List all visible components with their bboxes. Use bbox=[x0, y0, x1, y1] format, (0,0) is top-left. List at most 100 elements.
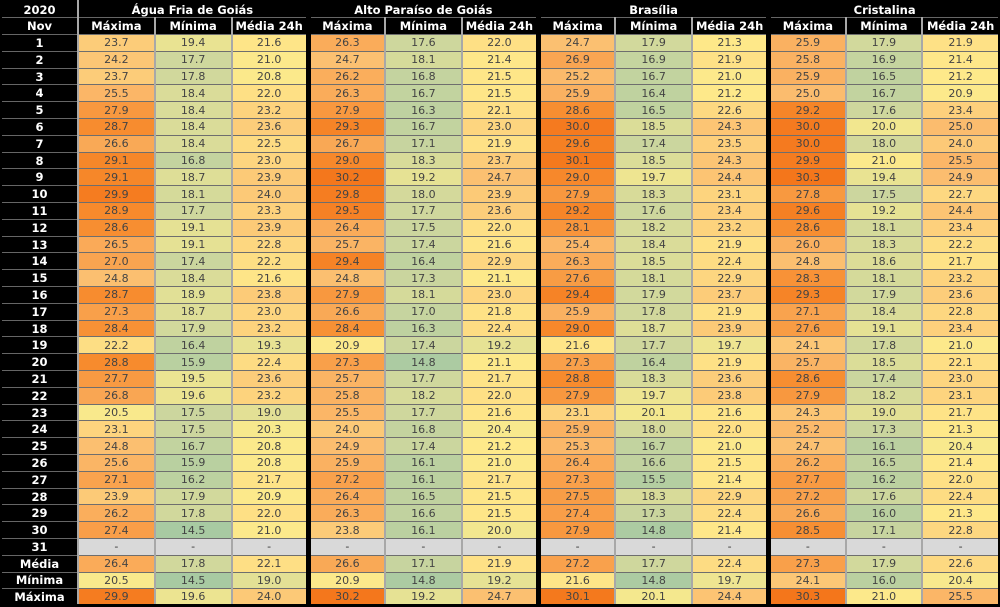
day-label: 17 bbox=[1, 302, 78, 321]
table-row: 25 24.8 16.7 20.8 24.9 17.4 21.2 25.3 16.7 21.0 24… bbox=[1, 437, 999, 455]
temp-cell: 18.0 bbox=[614, 420, 692, 438]
temp-cell: 29.1 bbox=[77, 151, 155, 169]
temp-cell: 22.0 bbox=[460, 34, 539, 52]
temp-cell: 28.6 bbox=[766, 218, 846, 237]
temp-cell: 19.2 bbox=[384, 588, 462, 606]
station-header: Cristalina bbox=[766, 0, 999, 18]
temp-cell: 17.9 bbox=[614, 286, 692, 304]
month-label: Nov bbox=[1, 17, 78, 35]
temp-cell: 17.3 bbox=[844, 420, 923, 438]
table-row: 7 26.6 18.4 22.5 26.7 17.1 21.9 29.6 17.4 23.5 30.… bbox=[1, 134, 999, 153]
temp-cell: 20.8 bbox=[230, 67, 309, 85]
temp-cell: 22.0 bbox=[460, 218, 539, 237]
day-label: 21 bbox=[1, 370, 78, 388]
day-label: 4 bbox=[1, 84, 78, 102]
temp-cell: 18.3 bbox=[614, 370, 692, 388]
temp-cell: 17.7 bbox=[614, 554, 692, 573]
temp-cell: 21.2 bbox=[921, 67, 999, 85]
temp-cell: - bbox=[230, 538, 309, 556]
temp-cell: 21.3 bbox=[921, 504, 999, 522]
temp-cell: 26.4 bbox=[77, 554, 155, 573]
temp-cell: 27.4 bbox=[536, 504, 616, 522]
table-row: 22 26.8 19.6 23.2 25.8 18.2 22.0 27.9 19.7 23.8 27… bbox=[1, 386, 999, 405]
temp-cell: 28.1 bbox=[536, 218, 616, 237]
temp-cell: 26.4 bbox=[536, 454, 616, 472]
temp-cell: 17.4 bbox=[844, 370, 923, 388]
temp-cell: 16.7 bbox=[614, 437, 692, 455]
temp-cell: 20.1 bbox=[614, 588, 692, 606]
temp-cell: 23.8 bbox=[305, 521, 385, 539]
temp-cell: 21.4 bbox=[921, 454, 999, 472]
temp-cell: 18.3 bbox=[614, 185, 692, 203]
temp-cell: 17.7 bbox=[153, 202, 232, 220]
temp-cell: 23.9 bbox=[77, 487, 155, 505]
temp-cell: 27.9 bbox=[305, 101, 385, 119]
temp-cell: 21.5 bbox=[460, 67, 539, 85]
temp-cell: 18.0 bbox=[384, 185, 462, 203]
temp-cell: 17.3 bbox=[614, 504, 692, 522]
temp-cell: 22.2 bbox=[77, 336, 155, 354]
temp-cell: 18.4 bbox=[153, 84, 232, 102]
temp-cell: 16.5 bbox=[844, 67, 923, 85]
temp-cell: 21.0 bbox=[460, 454, 539, 472]
temp-cell: 22.4 bbox=[460, 319, 539, 337]
temp-cell: 24.9 bbox=[921, 168, 999, 186]
measure-header: Máxima bbox=[766, 17, 846, 35]
temp-cell: 28.3 bbox=[766, 269, 846, 287]
temp-cell: 17.5 bbox=[153, 403, 232, 421]
temp-cell: 24.3 bbox=[766, 403, 846, 421]
temp-cell: 17.6 bbox=[614, 202, 692, 220]
temp-cell: 15.5 bbox=[614, 470, 692, 489]
temp-cell: 19.1 bbox=[844, 319, 923, 337]
temp-cell: 24.7 bbox=[536, 34, 616, 52]
temp-cell: 19.7 bbox=[614, 386, 692, 405]
temp-cell: 24.4 bbox=[691, 588, 769, 606]
temp-cell: 18.4 bbox=[153, 101, 232, 119]
temp-cell: 17.6 bbox=[844, 101, 923, 119]
temp-cell: 20.9 bbox=[305, 336, 385, 354]
table-row: Média 26.4 17.8 22.1 26.6 17.1 21.9 27.2 17.7 22.… bbox=[1, 554, 999, 573]
table-row: 20 28.8 15.9 22.4 27.3 14.8 21.1 27.3 16.4 21.9 25… bbox=[1, 353, 999, 371]
temp-cell: 25.8 bbox=[305, 386, 385, 405]
temp-cell: 27.0 bbox=[77, 252, 155, 270]
temp-cell: 25.5 bbox=[921, 588, 999, 606]
temp-cell: 25.5 bbox=[921, 151, 999, 169]
temp-cell: 17.6 bbox=[384, 34, 462, 52]
temp-cell: 17.0 bbox=[384, 302, 462, 321]
temp-cell: 27.9 bbox=[536, 386, 616, 405]
temp-cell: 16.2 bbox=[844, 470, 923, 489]
temp-cell: 22.1 bbox=[230, 554, 309, 573]
temp-cell: 17.7 bbox=[384, 403, 462, 421]
temp-cell: 16.5 bbox=[844, 454, 923, 472]
temp-cell: 22.1 bbox=[460, 101, 539, 119]
temp-cell: 21.0 bbox=[921, 336, 999, 354]
temp-cell: 17.5 bbox=[844, 185, 923, 203]
temp-cell: - bbox=[921, 538, 999, 556]
temp-cell: 26.3 bbox=[305, 504, 385, 522]
temp-cell: 17.5 bbox=[384, 218, 462, 237]
temp-cell: 27.3 bbox=[536, 470, 616, 489]
temp-cell: 16.4 bbox=[614, 84, 692, 102]
temp-cell: 26.3 bbox=[305, 84, 385, 102]
temp-cell: 23.1 bbox=[691, 185, 769, 203]
temp-cell: 24.8 bbox=[305, 269, 385, 287]
temp-cell: 30.1 bbox=[536, 588, 616, 606]
temp-cell: 21.6 bbox=[691, 403, 769, 421]
temp-cell: 23.0 bbox=[460, 286, 539, 304]
temp-cell: 25.4 bbox=[536, 235, 616, 253]
temp-cell: 17.4 bbox=[153, 252, 232, 270]
temp-cell: 29.4 bbox=[305, 252, 385, 270]
temp-cell: 16.1 bbox=[384, 521, 462, 539]
temp-cell: 18.3 bbox=[844, 235, 923, 253]
temp-cell: 21.2 bbox=[691, 84, 769, 102]
temp-cell: 24.1 bbox=[766, 336, 846, 354]
temp-cell: 25.9 bbox=[536, 420, 616, 438]
temp-cell: 17.4 bbox=[614, 134, 692, 153]
station-header: Brasília bbox=[535, 0, 769, 18]
temp-cell: 19.2 bbox=[384, 168, 462, 186]
temp-cell: 19.3 bbox=[230, 336, 309, 354]
day-label: 24 bbox=[1, 420, 78, 438]
temp-cell: 19.6 bbox=[153, 386, 232, 405]
day-label: 20 bbox=[1, 353, 78, 371]
